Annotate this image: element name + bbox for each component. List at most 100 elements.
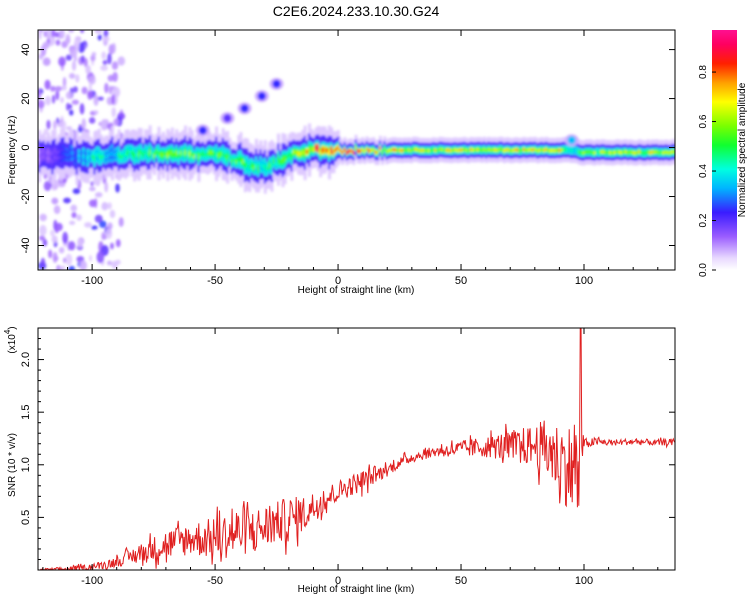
ridge-cell: [294, 150, 298, 154]
snr-ytick-label: 0.5: [20, 510, 32, 525]
ridge-cell: [137, 151, 141, 157]
ridge-cell: [354, 146, 358, 149]
ridge-cell: [449, 149, 453, 152]
ridge-cell: [179, 151, 183, 156]
ridge-cell: [666, 151, 670, 154]
colorbar-label: Normalized spectral amplitude: [737, 82, 748, 217]
ridge-cell: [91, 154, 95, 159]
noise-speck: [42, 239, 48, 247]
noise-speck: [83, 57, 88, 68]
ridge-cell: [232, 158, 236, 162]
snr-frame: [37, 327, 676, 571]
ridge-cell: [212, 151, 216, 156]
ridge-cell: [283, 156, 287, 162]
noise-speck: [99, 220, 107, 228]
ridge-cell: [235, 159, 239, 164]
noise-speck: [46, 119, 51, 130]
ridge-cell: [356, 149, 360, 153]
ridge-cell: [571, 149, 575, 152]
ridge-cell: [595, 150, 599, 154]
snr-ylabel: SNR (10 * v/v): [7, 433, 18, 497]
ridge-cell: [509, 149, 513, 152]
ridge-cell: [631, 151, 635, 154]
noise-speck: [55, 228, 59, 234]
ridge-cell: [544, 148, 548, 151]
noise-speck: [47, 30, 52, 35]
ridge-cell: [148, 149, 152, 155]
ridge-cell: [248, 165, 252, 170]
ridge-cell: [102, 154, 106, 159]
noise-speck: [65, 91, 73, 100]
chart-title: C2E6.2024.233.10.30.G24: [273, 3, 440, 19]
ridge-cell: [370, 149, 374, 152]
ridge-cell: [604, 151, 608, 154]
ridge-cell: [57, 152, 61, 157]
ridge-cell: [361, 148, 365, 151]
ridge-cell: [270, 163, 274, 169]
ridge-cell: [330, 148, 334, 153]
ridge-cell: [493, 148, 497, 152]
ridge-cell: [66, 153, 70, 157]
snr-scale-label: (x10: [7, 334, 18, 354]
ridge-cell: [303, 150, 307, 156]
ridge-cell: [146, 152, 150, 157]
ridge-cell: [128, 149, 132, 154]
ridge-cell: [454, 148, 458, 151]
ridge-cell: [507, 148, 511, 152]
noise-speck: [93, 94, 99, 106]
ridge-cell: [84, 155, 88, 160]
noise-speck: [112, 86, 121, 98]
ridge-cell: [130, 150, 134, 156]
heatmap-panel: -100 -50 0 50 100 -40 -20 0 20 40 Height of strai…: [7, 29, 676, 296]
ridge-cell: [237, 157, 241, 162]
ridge-cell: [192, 154, 196, 159]
noise-speck: [51, 197, 59, 205]
ridge-cell: [263, 164, 267, 170]
colorbar-tick-label: 0.4: [698, 164, 709, 178]
ridge-cell: [40, 153, 44, 157]
ridge-cell: [217, 153, 221, 158]
ridge-cell: [75, 155, 79, 161]
ridge-cell: [246, 162, 250, 168]
ridge-cell: [243, 162, 247, 168]
noise-speck: [65, 54, 72, 61]
ridge-cell: [77, 154, 81, 158]
noise-speck: [62, 265, 66, 270]
ridge-cell: [210, 150, 214, 155]
heatmap-ytick-label: -40: [20, 238, 32, 254]
ridge-cell: [168, 150, 172, 155]
ridge-cell: [671, 150, 675, 153]
snr-xtick-label: 50: [455, 575, 467, 587]
ridge-cell: [301, 150, 305, 155]
heatmap-xtick-label: -100: [81, 275, 103, 287]
ridge-cell: [451, 149, 455, 152]
ridge-cell: [316, 146, 320, 151]
noise-speck: [91, 52, 97, 57]
ridge-cell: [498, 148, 502, 151]
ridge-cell: [637, 150, 641, 154]
noise-speck: [79, 260, 87, 270]
ridge-cell: [469, 148, 473, 151]
ridge-cell: [95, 152, 99, 157]
ridge-cell: [659, 151, 663, 154]
noise-speck: [62, 231, 69, 244]
ridge-cell: [489, 148, 493, 152]
ridge-cell: [657, 151, 661, 154]
ridge-cell: [254, 163, 258, 169]
ridge-cell: [323, 147, 327, 153]
ridge-cell: [343, 148, 347, 151]
side-feature: [198, 126, 207, 135]
ridge-cell: [88, 154, 92, 158]
ridge-cell: [164, 152, 168, 156]
snr-ytick-label: 1.5: [20, 405, 32, 420]
ridge-cell: [664, 150, 668, 154]
ridge-cell: [299, 152, 303, 157]
noise-speck: [65, 37, 71, 44]
snr-xtick-label: 0: [335, 575, 341, 587]
noise-speck: [118, 217, 124, 227]
ridge-cell: [383, 147, 387, 151]
side-feature: [223, 114, 232, 123]
ridge-cell: [646, 150, 650, 154]
ridge-cell: [635, 151, 639, 155]
noise-speck: [55, 39, 61, 46]
